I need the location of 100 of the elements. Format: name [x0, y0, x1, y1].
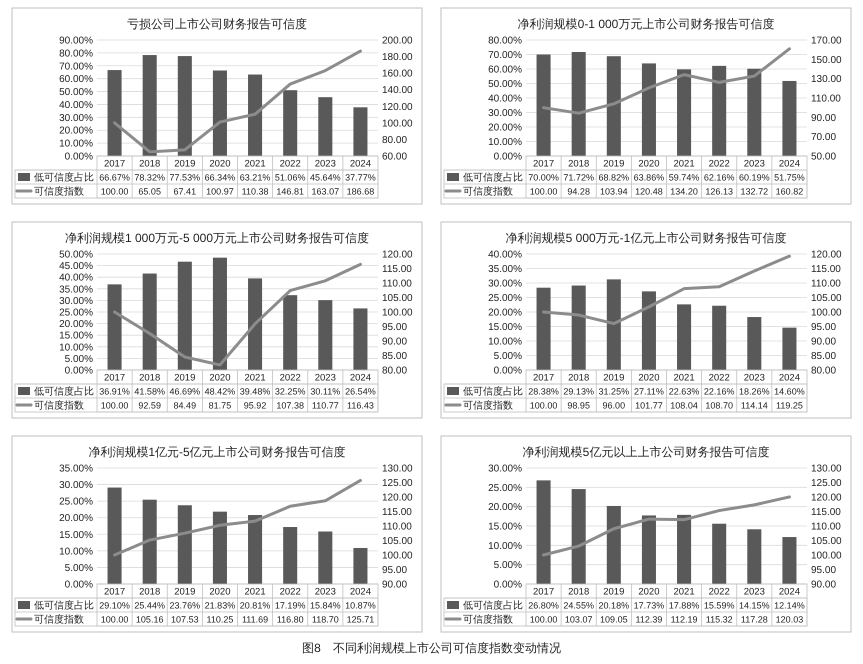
bar — [712, 66, 726, 156]
y2-tick-label: 80.00 — [382, 134, 408, 146]
y2-tick-label: 170.00 — [811, 36, 842, 46]
data-label: 101.77 — [635, 400, 663, 410]
bar — [283, 90, 298, 156]
data-label: 112.39 — [636, 614, 662, 624]
data-label: 134.20 — [670, 186, 698, 196]
y-tick-label: 70.00% — [59, 61, 94, 72]
line-series — [113, 262, 362, 366]
y-tick-label: 10.00% — [59, 546, 94, 558]
y2-tick-label: 70.00 — [811, 132, 836, 144]
x-tick-label: 2019 — [174, 372, 196, 384]
data-label: 21.83% — [204, 600, 236, 610]
y-tick-label: 50.00% — [59, 250, 94, 260]
bar — [178, 505, 192, 584]
data-label: 114.14 — [740, 400, 768, 410]
legend-label: 低可信度占比 — [463, 172, 523, 184]
data-label: 100.00 — [100, 186, 128, 196]
data-label: 160.82 — [776, 186, 804, 196]
x-tick-label: 2018 — [568, 372, 590, 384]
chart-title: 净利润规模0-1 000万元上市公司财务报告可信度 — [518, 17, 774, 31]
chart-title: 净利润规模1亿元-5亿元上市公司财务报告可信度 — [88, 445, 346, 459]
data-label: 10.87% — [345, 600, 376, 610]
x-tick-label: 2019 — [603, 372, 624, 384]
bar — [353, 308, 368, 370]
data-label: 14.15% — [739, 600, 770, 610]
data-label: 41.58% — [134, 386, 165, 396]
bar — [178, 56, 192, 156]
data-label: 51.75% — [774, 172, 805, 182]
bar — [782, 80, 796, 156]
data-label: 81.75 — [208, 400, 232, 410]
x-tick-label: 2018 — [139, 586, 160, 598]
data-label: 109.05 — [600, 614, 628, 624]
line-series — [542, 495, 791, 556]
bar — [178, 262, 192, 370]
bar — [642, 291, 656, 370]
y-tick-label: 0.00% — [64, 580, 94, 590]
bar — [712, 524, 726, 584]
bar — [782, 537, 796, 584]
bar — [677, 69, 692, 156]
x-tick-label: 2023 — [744, 158, 765, 170]
y-tick-label: 50.00% — [488, 79, 522, 90]
data-label: 46.69% — [170, 386, 200, 396]
y2-tick-label: 60.00 — [382, 152, 408, 162]
caption: 图8 不同利润规模上市公司可信度指数变动情况 — [302, 641, 561, 655]
y-tick-label: 40.00% — [59, 272, 94, 284]
data-label: 115.32 — [706, 614, 733, 624]
y-tick-label: 40.00% — [488, 94, 522, 104]
data-label: 32.25% — [274, 386, 306, 396]
x-tick-label: 2022 — [280, 158, 301, 170]
y2-tick-label: 125.00 — [382, 478, 414, 489]
data-label: 60.19% — [739, 172, 770, 182]
y-tick-label: 20.00% — [488, 308, 522, 318]
data-label: 20.81% — [240, 600, 270, 610]
y-tick-label: 60.00% — [59, 74, 94, 86]
y2-tick-label: 90.00 — [811, 580, 836, 590]
data-label: 125.71 — [346, 614, 374, 624]
data-label: 70.00% — [528, 172, 559, 182]
data-label: 14.60% — [774, 386, 805, 396]
y2-tick-label: 125.00 — [811, 478, 842, 489]
chart-title: 亏损公司上市公司财务报告可信度 — [127, 17, 307, 31]
data-label: 78.32% — [134, 172, 165, 182]
data-label: 25.44% — [134, 600, 165, 610]
legend-label: 低可信度占比 — [34, 386, 94, 398]
data-label: 28.38% — [528, 386, 559, 396]
data-label: 23.76% — [170, 600, 200, 610]
y-tick-label: 20.00% — [488, 502, 522, 514]
y-tick-label: 0.00% — [494, 366, 522, 376]
bar — [536, 54, 551, 156]
data-label: 17.19% — [274, 600, 306, 610]
y2-tick-label: 95.00 — [382, 565, 408, 576]
data-label: 30.11% — [310, 386, 340, 396]
x-tick-label: 2017 — [532, 372, 554, 384]
data-label: 132.72 — [740, 186, 768, 196]
line-series — [542, 254, 791, 326]
data-label: 66.67% — [99, 172, 130, 182]
legend-label: 可信度指数 — [463, 400, 513, 412]
chart-title: 净利润规模1 000万元-5 000万元上市公司财务报告可信度 — [64, 231, 370, 245]
data-label: 66.34% — [204, 172, 236, 182]
bar — [248, 278, 262, 370]
y2-tick-label: 105.00 — [382, 536, 414, 547]
line-series — [113, 478, 362, 556]
y-tick-label: 10.00% — [59, 342, 94, 354]
bar — [747, 317, 762, 370]
y-tick-label: 25.00% — [59, 308, 94, 318]
x-tick-label: 2017 — [104, 158, 126, 170]
data-label: 112.19 — [670, 614, 698, 624]
y2-tick-label: 120.00 — [382, 492, 414, 504]
data-label: 108.04 — [670, 400, 698, 410]
y-tick-label: 15.00% — [488, 322, 522, 333]
y-tick-label: 5.00% — [64, 562, 94, 574]
x-tick-label: 2024 — [350, 586, 372, 598]
bar — [677, 514, 692, 584]
data-label: 15.84% — [310, 600, 341, 610]
y-tick-label: 10.00% — [488, 137, 522, 148]
data-label: 120.48 — [635, 186, 663, 196]
data-label: 62.16% — [704, 172, 734, 182]
x-tick-label: 2024 — [350, 372, 372, 384]
x-tick-label: 2020 — [638, 586, 660, 598]
bar — [642, 63, 656, 156]
